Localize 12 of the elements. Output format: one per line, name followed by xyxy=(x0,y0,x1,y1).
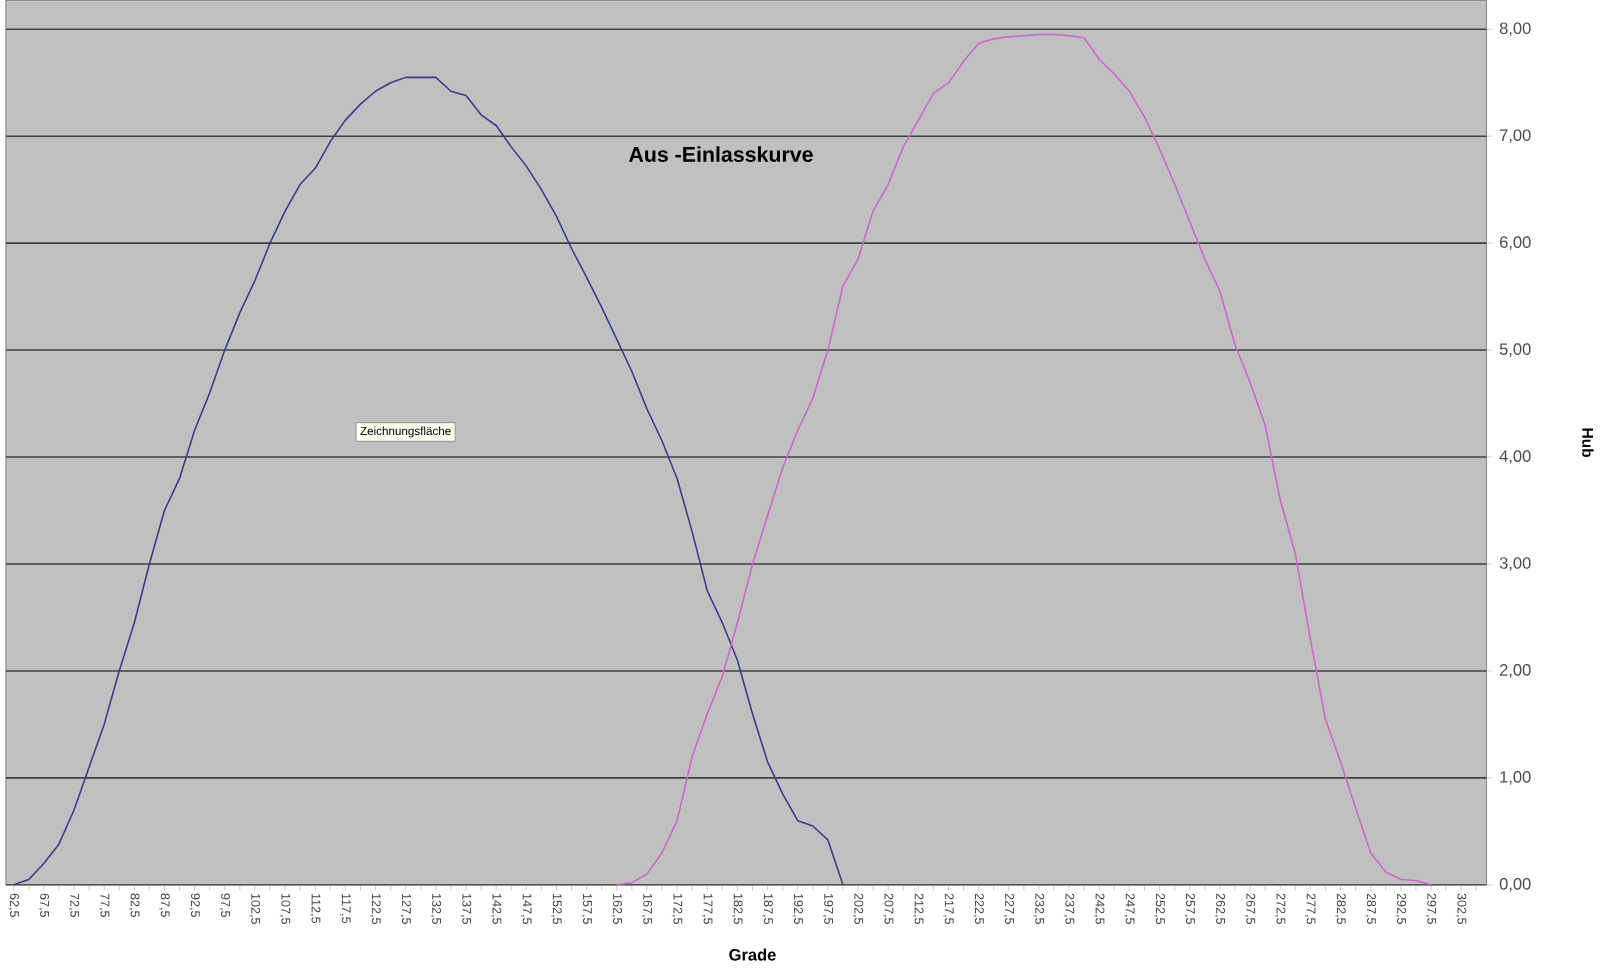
y-tick-label: 6,00 xyxy=(1500,236,1531,250)
y-tick-label: 2,00 xyxy=(1499,663,1531,678)
y-tick-label: 1,00 xyxy=(1500,770,1531,785)
y-tick-label: 8,00 xyxy=(1499,22,1531,36)
x-axis-title: Grade xyxy=(729,948,776,961)
line-series xyxy=(616,33,1432,886)
text: Aus -Einlasskurve xyxy=(628,146,813,162)
y-tick-label: 5,00 xyxy=(1499,343,1531,357)
y-tick-label: 4,00 xyxy=(1499,450,1531,464)
y-tick-label: 0,00 xyxy=(1499,877,1531,892)
y-tick-label: 3,00 xyxy=(1499,556,1531,571)
y-tick-label: 7,00 xyxy=(1500,129,1531,143)
